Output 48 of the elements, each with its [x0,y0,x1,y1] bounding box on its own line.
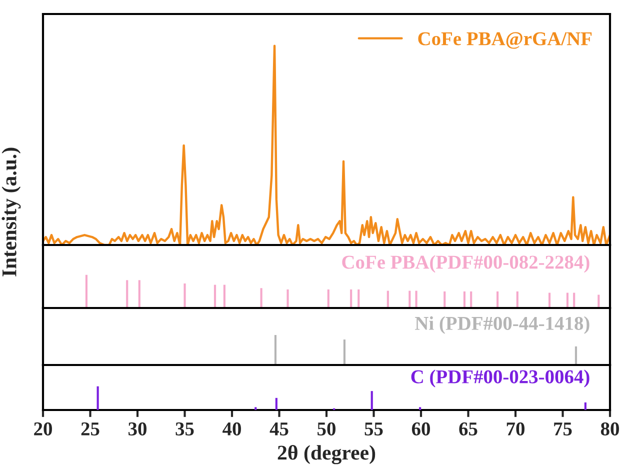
legend-label: CoFe PBA@rGA/NF [418,32,592,49]
bar [275,398,278,410]
x-tick-label: 60 [412,422,430,436]
bar [548,292,551,308]
bar [516,291,518,308]
bar [96,386,99,410]
x-axis-title: 2θ (degree) [278,444,376,464]
x-tick-label: 65 [459,422,478,436]
bar [370,391,373,410]
bar [573,292,576,308]
series-label: CoFe PBA(PDF#00-082-2284) [342,255,590,273]
bar [358,289,360,308]
bar [214,284,216,308]
bar [408,290,411,308]
x-tick-label: 30 [128,422,146,436]
bar [85,274,88,308]
x-tick-label: 20 [34,422,52,436]
bar [463,291,466,308]
bar [584,402,586,410]
x-tick-label: 55 [364,422,383,436]
x-tick-label: 40 [222,422,241,436]
x-tick-label: 45 [270,422,288,436]
bar [327,289,330,308]
bar [286,289,289,308]
x-tick-label: 80 [600,422,619,436]
bar [470,291,472,308]
series-label: Ni (PDF#00-44-1418) [415,316,590,334]
bar [184,283,186,308]
x-tick-label: 50 [318,422,336,436]
bar [415,290,418,308]
series-label: C (PDF#00-023-0064) [411,370,590,388]
bar [350,289,352,308]
bar [444,291,446,308]
bar [254,407,257,410]
x-tick-label: 35 [176,422,194,436]
y-axis-title: Intensity (a.u.) [2,148,21,276]
bar [223,284,226,308]
x-tick-label: 25 [81,422,100,436]
x-tick-label: 75 [554,422,572,436]
bar [566,292,569,308]
x-tick-label: 70 [506,422,524,436]
bar [138,280,140,308]
bar [126,280,128,308]
bar [386,290,389,308]
bar [260,288,262,308]
bar [419,407,422,410]
bar [598,294,600,308]
bar [496,291,499,308]
